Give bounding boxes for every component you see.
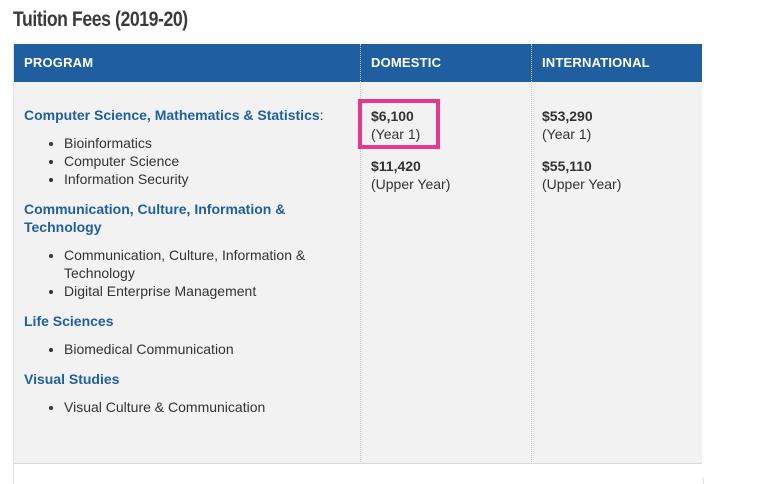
fee-entry: $55,110 (Upper Year): [542, 157, 621, 193]
fee-term: (Upper Year): [542, 176, 622, 192]
fee-term: (Year 1): [371, 126, 421, 142]
program-item: Communication, Culture, Information & Te…: [64, 246, 354, 282]
fee-amount: $55,110: [542, 158, 592, 174]
highlight-box: [358, 99, 440, 149]
header-domestic: DOMESTIC: [371, 55, 442, 70]
fee-amount: $53,290: [542, 108, 593, 124]
program-item: Computer Science: [64, 152, 354, 170]
domestic-column: $6,100 (Year 1) $11,420 (Upper Year): [371, 107, 450, 207]
fee-term: (Year 1): [542, 126, 592, 142]
program-item: Information Security: [64, 170, 354, 188]
program-column: Computer Science, Mathematics & Statisti…: [24, 106, 354, 428]
program-item: Visual Culture & Communication: [64, 398, 354, 416]
fee-term: (Upper Year): [371, 176, 451, 192]
header-program: PROGRAM: [24, 55, 94, 70]
program-group-link[interactable]: Visual Studies: [24, 371, 120, 387]
program-group: Visual Studies Visual Culture & Communic…: [24, 370, 354, 416]
program-group: Communication, Culture, Information & Te…: [24, 200, 354, 300]
program-item: Digital Enterprise Management: [64, 282, 354, 300]
table-bottom-fill: [14, 464, 703, 484]
header-international: INTERNATIONAL: [542, 55, 650, 70]
program-group-link[interactable]: Computer Science, Mathematics & Statisti…: [24, 107, 320, 123]
program-group: Life Sciences Biomedical Communication: [24, 312, 354, 358]
group-title-suffix: :: [319, 107, 324, 123]
fee-entry: $6,100 (Year 1): [371, 107, 450, 143]
table-bottom-rule: [14, 463, 703, 464]
program-item: Bioinformatics: [64, 134, 354, 152]
fee-entry: $53,290 (Year 1): [542, 107, 621, 143]
program-item: Biomedical Communication: [64, 340, 354, 358]
program-group-link[interactable]: Life Sciences: [24, 313, 114, 329]
table-header: PROGRAM DOMESTIC INTERNATIONAL: [14, 44, 703, 82]
fee-amount: $11,420: [371, 158, 421, 174]
column-divider: [360, 44, 361, 464]
fee-amount: $6,100: [371, 108, 414, 124]
column-divider: [531, 44, 532, 464]
program-group: Computer Science, Mathematics & Statisti…: [24, 106, 354, 188]
program-group-link[interactable]: Communication, Culture, Information & Te…: [24, 201, 286, 235]
tuition-table: PROGRAM DOMESTIC INTERNATIONAL Computer …: [13, 44, 704, 484]
international-column: $53,290 (Year 1) $55,110 (Upper Year): [542, 107, 621, 207]
fee-entry: $11,420 (Upper Year): [371, 157, 450, 193]
page-title: Tuition Fees (2019-20): [13, 8, 188, 31]
right-margin: [702, 0, 759, 477]
